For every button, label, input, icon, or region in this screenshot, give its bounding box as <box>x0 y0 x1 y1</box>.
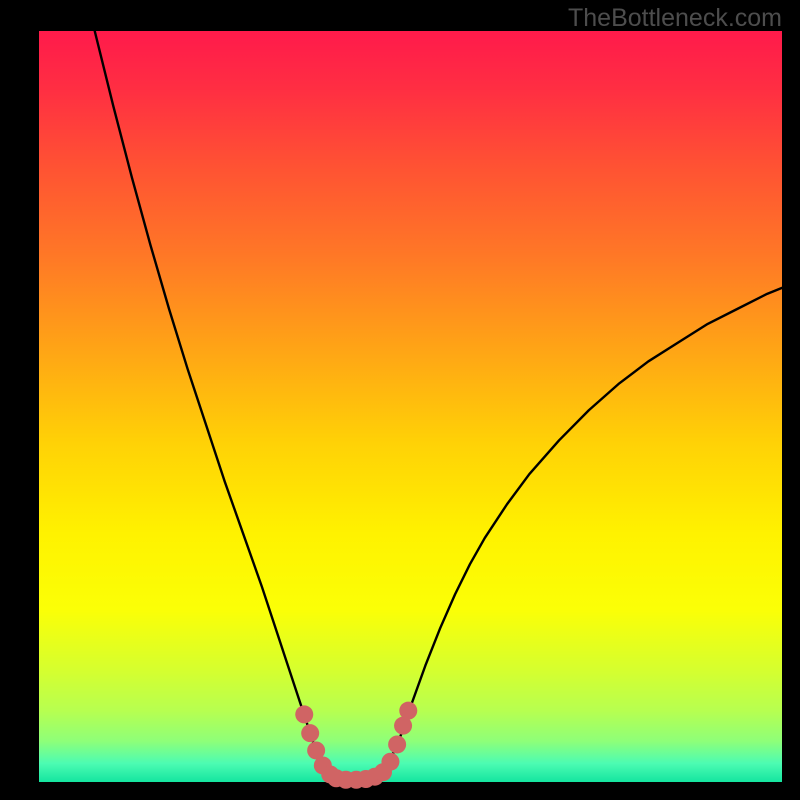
plot-gradient-background <box>39 31 782 782</box>
chart-stage: TheBottleneck.com <box>0 0 800 800</box>
watermark-text: TheBottleneck.com <box>568 4 782 33</box>
